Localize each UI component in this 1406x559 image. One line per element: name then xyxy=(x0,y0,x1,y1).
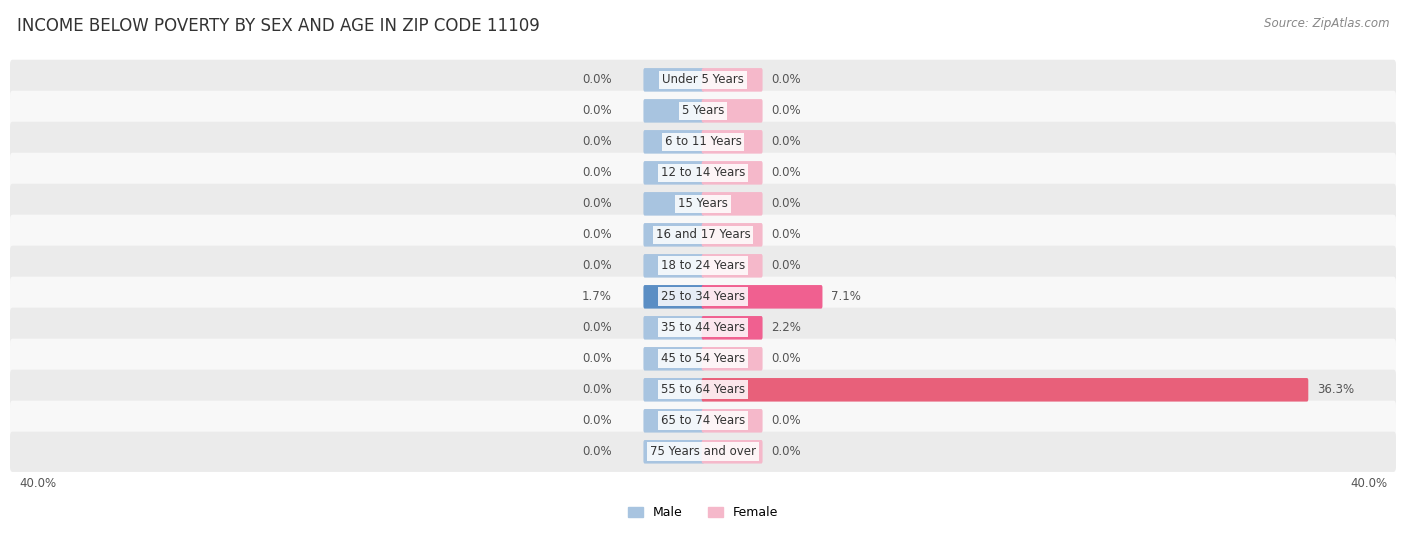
FancyBboxPatch shape xyxy=(702,409,762,433)
Text: 0.0%: 0.0% xyxy=(772,259,801,272)
FancyBboxPatch shape xyxy=(10,432,1396,472)
FancyBboxPatch shape xyxy=(702,130,762,154)
FancyBboxPatch shape xyxy=(644,192,704,216)
FancyBboxPatch shape xyxy=(702,378,1309,401)
Text: 65 to 74 Years: 65 to 74 Years xyxy=(661,414,745,427)
FancyBboxPatch shape xyxy=(644,130,704,154)
FancyBboxPatch shape xyxy=(10,215,1396,255)
Text: 0.0%: 0.0% xyxy=(582,135,612,148)
FancyBboxPatch shape xyxy=(702,223,762,247)
Text: 45 to 54 Years: 45 to 54 Years xyxy=(661,352,745,366)
FancyBboxPatch shape xyxy=(644,99,704,122)
FancyBboxPatch shape xyxy=(10,91,1396,131)
Text: 0.0%: 0.0% xyxy=(582,383,612,396)
Text: 36.3%: 36.3% xyxy=(1317,383,1354,396)
Text: Under 5 Years: Under 5 Years xyxy=(662,73,744,87)
Text: 0.0%: 0.0% xyxy=(582,228,612,241)
FancyBboxPatch shape xyxy=(644,316,704,339)
Text: 0.0%: 0.0% xyxy=(772,167,801,179)
Text: 0.0%: 0.0% xyxy=(582,446,612,458)
Text: 55 to 64 Years: 55 to 64 Years xyxy=(661,383,745,396)
FancyBboxPatch shape xyxy=(702,316,762,339)
FancyBboxPatch shape xyxy=(644,347,704,371)
Legend: Male, Female: Male, Female xyxy=(628,506,778,519)
Text: 0.0%: 0.0% xyxy=(772,73,801,87)
Text: 6 to 11 Years: 6 to 11 Years xyxy=(665,135,741,148)
FancyBboxPatch shape xyxy=(10,307,1396,348)
FancyBboxPatch shape xyxy=(644,223,704,247)
Text: 0.0%: 0.0% xyxy=(582,73,612,87)
FancyBboxPatch shape xyxy=(702,347,762,371)
Text: 0.0%: 0.0% xyxy=(582,352,612,366)
FancyBboxPatch shape xyxy=(644,68,704,92)
FancyBboxPatch shape xyxy=(644,161,704,184)
Text: 0.0%: 0.0% xyxy=(772,352,801,366)
Text: 0.0%: 0.0% xyxy=(772,446,801,458)
Text: 0.0%: 0.0% xyxy=(582,414,612,427)
FancyBboxPatch shape xyxy=(10,184,1396,224)
Text: 0.0%: 0.0% xyxy=(772,197,801,210)
Text: 0.0%: 0.0% xyxy=(772,135,801,148)
Text: 0.0%: 0.0% xyxy=(582,197,612,210)
FancyBboxPatch shape xyxy=(10,122,1396,162)
FancyBboxPatch shape xyxy=(10,369,1396,410)
Text: 0.0%: 0.0% xyxy=(582,321,612,334)
FancyBboxPatch shape xyxy=(702,254,762,278)
Text: 2.2%: 2.2% xyxy=(772,321,801,334)
Text: Source: ZipAtlas.com: Source: ZipAtlas.com xyxy=(1264,17,1389,30)
FancyBboxPatch shape xyxy=(10,60,1396,100)
Text: 7.1%: 7.1% xyxy=(831,290,860,304)
Text: INCOME BELOW POVERTY BY SEX AND AGE IN ZIP CODE 11109: INCOME BELOW POVERTY BY SEX AND AGE IN Z… xyxy=(17,17,540,35)
FancyBboxPatch shape xyxy=(10,153,1396,193)
FancyBboxPatch shape xyxy=(644,254,704,278)
Text: 1.7%: 1.7% xyxy=(582,290,612,304)
Text: 0.0%: 0.0% xyxy=(582,105,612,117)
FancyBboxPatch shape xyxy=(702,192,762,216)
Text: 5 Years: 5 Years xyxy=(682,105,724,117)
FancyBboxPatch shape xyxy=(702,440,762,463)
Text: 18 to 24 Years: 18 to 24 Years xyxy=(661,259,745,272)
Text: 0.0%: 0.0% xyxy=(582,259,612,272)
Text: 0.0%: 0.0% xyxy=(772,228,801,241)
FancyBboxPatch shape xyxy=(702,68,762,92)
Text: 0.0%: 0.0% xyxy=(772,105,801,117)
FancyBboxPatch shape xyxy=(702,161,762,184)
Text: 15 Years: 15 Years xyxy=(678,197,728,210)
Text: 0.0%: 0.0% xyxy=(582,167,612,179)
FancyBboxPatch shape xyxy=(10,246,1396,286)
Text: 75 Years and over: 75 Years and over xyxy=(650,446,756,458)
Text: 16 and 17 Years: 16 and 17 Years xyxy=(655,228,751,241)
FancyBboxPatch shape xyxy=(10,339,1396,379)
FancyBboxPatch shape xyxy=(644,409,704,433)
FancyBboxPatch shape xyxy=(644,440,704,463)
FancyBboxPatch shape xyxy=(644,378,704,401)
FancyBboxPatch shape xyxy=(702,285,823,309)
FancyBboxPatch shape xyxy=(702,99,762,122)
Text: 35 to 44 Years: 35 to 44 Years xyxy=(661,321,745,334)
FancyBboxPatch shape xyxy=(10,401,1396,441)
Text: 25 to 34 Years: 25 to 34 Years xyxy=(661,290,745,304)
FancyBboxPatch shape xyxy=(644,285,704,309)
FancyBboxPatch shape xyxy=(10,277,1396,317)
Text: 0.0%: 0.0% xyxy=(772,414,801,427)
Text: 12 to 14 Years: 12 to 14 Years xyxy=(661,167,745,179)
